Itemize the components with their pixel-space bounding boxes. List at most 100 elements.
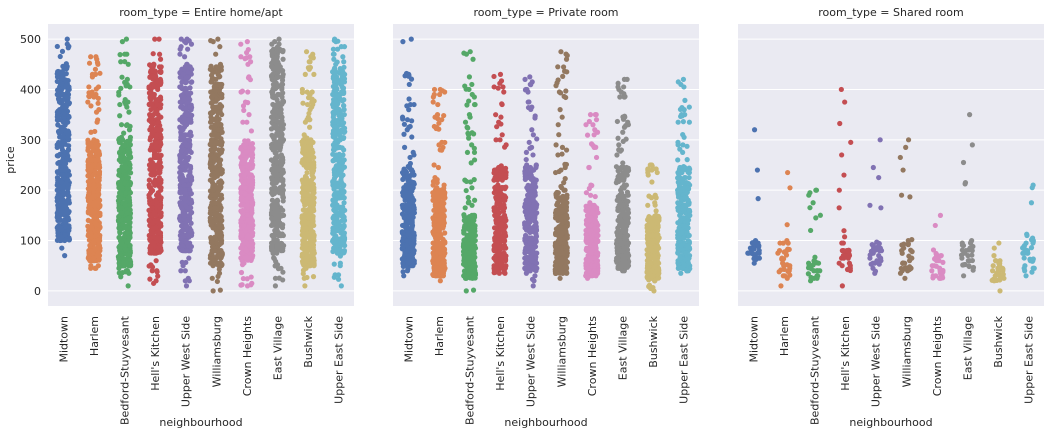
data-point: [249, 210, 255, 216]
data-point: [96, 164, 102, 171]
data-point: [86, 60, 93, 66]
data-point: [90, 240, 96, 246]
data-point: [274, 173, 280, 179]
data-point: [95, 212, 101, 218]
data-point: [216, 179, 222, 185]
data-point: [241, 172, 247, 178]
data-point: [310, 274, 317, 280]
data-point: [280, 277, 286, 283]
data-point: [61, 152, 68, 158]
data-point: [209, 164, 215, 171]
data-point: [86, 84, 92, 90]
data-point: [210, 104, 216, 110]
data-point: [62, 237, 68, 244]
data-point: [57, 117, 63, 123]
data-point: [303, 207, 309, 214]
data-point: [120, 260, 127, 266]
data-point: [401, 273, 407, 279]
data-point: [55, 122, 61, 128]
data-point: [439, 139, 445, 145]
data-point: [302, 283, 308, 289]
data-point: [95, 100, 101, 106]
data-point: [151, 152, 157, 158]
data-point: [188, 200, 195, 206]
data-point: [116, 169, 123, 175]
data-point: [432, 272, 438, 278]
data-point: [181, 132, 187, 138]
data-point: [432, 242, 439, 248]
data-point: [183, 80, 189, 86]
data-point: [154, 199, 160, 205]
data-point: [338, 115, 344, 121]
data-point: [122, 246, 129, 253]
data-point: [59, 167, 65, 173]
data-point: [182, 190, 188, 196]
data-point: [187, 163, 194, 170]
data-point: [126, 215, 132, 221]
data-point: [430, 260, 436, 266]
data-point: [341, 230, 347, 236]
x-tick-label: Midtown: [57, 316, 70, 363]
data-point: [95, 61, 101, 67]
data-point: [399, 202, 405, 208]
data-point: [469, 91, 475, 98]
data-point: [155, 169, 161, 176]
data-point: [334, 184, 340, 190]
data-point: [212, 248, 218, 254]
data-point: [184, 112, 190, 118]
data-point: [334, 99, 340, 105]
data-point: [411, 250, 417, 256]
data-point: [88, 103, 94, 109]
data-point: [207, 205, 213, 211]
data-point: [57, 53, 63, 60]
data-point: [280, 194, 286, 200]
strip-series: [54, 36, 72, 259]
data-point: [184, 36, 190, 42]
data-point: [437, 91, 443, 98]
data-point: [331, 227, 337, 234]
data-point: [158, 152, 164, 158]
data-point: [216, 82, 223, 88]
data-point: [270, 191, 276, 198]
data-point: [244, 276, 250, 282]
data-point: [207, 141, 213, 148]
x-tick-label: Hell's Kitchen: [149, 316, 162, 391]
data-point: [146, 263, 152, 269]
data-point: [147, 276, 153, 282]
data-point: [271, 112, 277, 118]
data-point: [116, 92, 122, 98]
data-point: [332, 272, 338, 278]
data-point: [121, 142, 127, 149]
data-point: [217, 44, 223, 50]
data-point: [311, 71, 317, 77]
data-point: [93, 142, 99, 149]
data-point: [186, 255, 192, 261]
data-point: [274, 237, 280, 243]
data-point: [238, 41, 244, 47]
data-point: [304, 101, 311, 108]
data-point: [400, 260, 406, 266]
data-point: [278, 157, 284, 163]
data-point: [437, 250, 443, 256]
data-point: [305, 65, 311, 71]
data-point: [272, 275, 279, 281]
data-point: [57, 159, 63, 166]
data-point: [336, 219, 342, 225]
data-point: [276, 91, 282, 98]
data-point: [63, 84, 69, 90]
data-point: [211, 192, 217, 198]
data-point: [157, 56, 164, 62]
data-point: [411, 101, 417, 108]
data-point: [330, 248, 336, 255]
data-point: [180, 233, 186, 239]
data-point: [411, 197, 417, 203]
data-point: [310, 51, 316, 57]
data-point: [242, 191, 248, 197]
data-point: [335, 79, 341, 85]
data-point: [216, 184, 223, 190]
data-point: [270, 58, 276, 64]
data-point: [146, 184, 153, 190]
data-point: [410, 169, 416, 175]
data-point: [213, 117, 219, 123]
